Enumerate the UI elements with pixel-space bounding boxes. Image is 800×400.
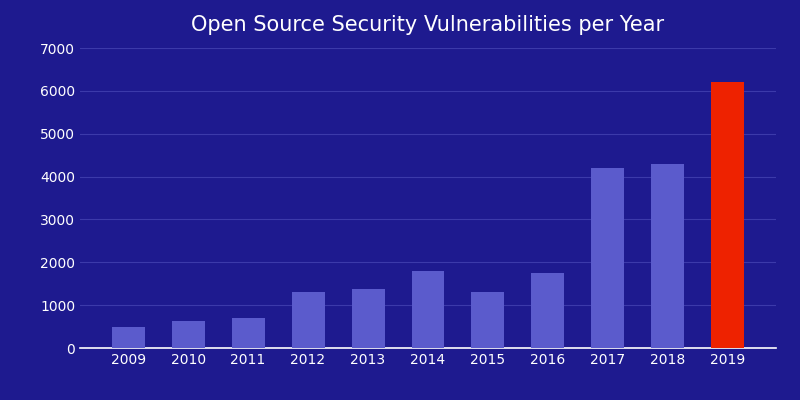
Bar (112, 328, 145, 348)
Bar (471, 292, 505, 348)
Bar (711, 82, 744, 348)
Bar (231, 318, 265, 348)
Title: Open Source Security Vulnerabilities per Year: Open Source Security Vulnerabilities per… (191, 15, 665, 35)
Bar (291, 292, 325, 348)
Bar (591, 168, 625, 348)
Bar (411, 271, 445, 348)
Bar (531, 273, 565, 348)
Bar (172, 322, 205, 348)
Bar (651, 164, 684, 348)
Bar (351, 289, 385, 348)
